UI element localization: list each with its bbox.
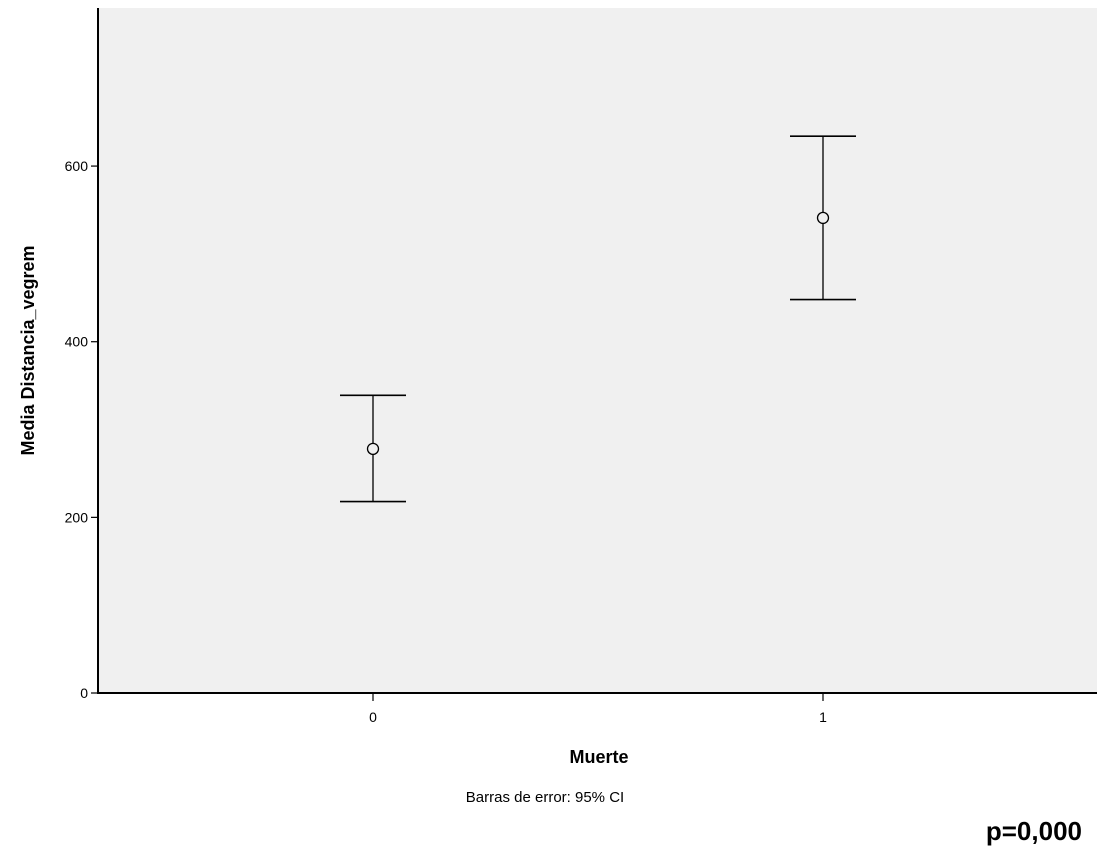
mean-point xyxy=(366,442,380,456)
y-tick-label: 200 xyxy=(65,509,89,525)
error-bar-footnote: Barras de error: 95% CI xyxy=(466,789,624,806)
y-tick-label: 600 xyxy=(65,158,89,174)
x-tick-label: 0 xyxy=(369,709,377,725)
y-tick-label: 0 xyxy=(80,685,88,701)
y-axis-title: Media Distancia_vegrem xyxy=(18,245,38,455)
x-tick-label: 1 xyxy=(819,709,827,725)
y-tick-label: 400 xyxy=(65,334,89,350)
mean-point xyxy=(816,211,830,225)
p-value-annotation: p=0,000 xyxy=(986,816,1082,846)
x-axis-title: Muerte xyxy=(569,747,628,767)
plot-area xyxy=(98,8,1097,693)
